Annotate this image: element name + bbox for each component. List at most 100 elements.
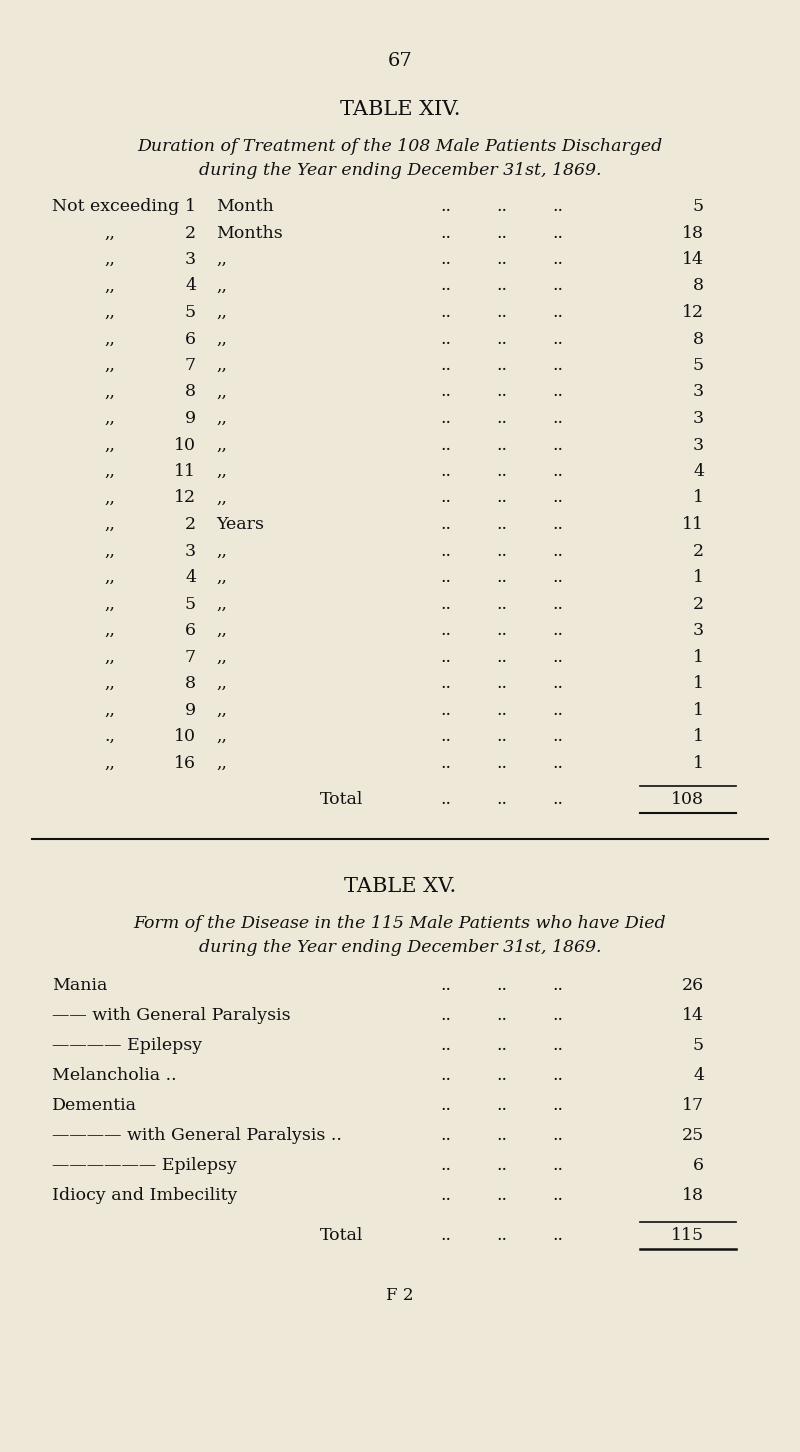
Text: ..: ..	[440, 621, 451, 639]
Text: 2: 2	[693, 543, 704, 559]
Text: 12: 12	[174, 489, 196, 507]
Text: ..: ..	[496, 277, 507, 295]
Text: 8: 8	[693, 331, 704, 347]
Text: ..: ..	[496, 977, 507, 995]
Text: ..: ..	[552, 701, 563, 719]
Text: ..: ..	[440, 1037, 451, 1054]
Text: 16: 16	[174, 755, 196, 771]
Text: ..: ..	[440, 1008, 451, 1024]
Text: ..: ..	[552, 977, 563, 995]
Text: 4: 4	[185, 569, 196, 587]
Text: 8: 8	[185, 675, 196, 693]
Text: 10: 10	[174, 727, 196, 745]
Text: ,,: ,,	[216, 569, 227, 587]
Text: ..: ..	[440, 1186, 451, 1204]
Text: ,,: ,,	[104, 437, 115, 453]
Text: 2: 2	[185, 225, 196, 241]
Text: 9: 9	[185, 409, 196, 427]
Text: ,,: ,,	[104, 569, 115, 587]
Text: 7: 7	[185, 357, 196, 375]
Text: ,,: ,,	[216, 277, 227, 295]
Text: ..: ..	[496, 437, 507, 453]
Text: ..: ..	[496, 515, 507, 533]
Text: 26: 26	[682, 977, 704, 995]
Text: 10: 10	[174, 437, 196, 453]
Text: ..: ..	[552, 357, 563, 375]
Text: ..: ..	[552, 1098, 563, 1114]
Text: ..: ..	[552, 1067, 563, 1085]
Text: ,,: ,,	[216, 251, 227, 269]
Text: ..: ..	[440, 649, 451, 665]
Text: ..: ..	[496, 251, 507, 269]
Text: ,,: ,,	[104, 701, 115, 719]
Text: 1: 1	[693, 755, 704, 771]
Text: 4: 4	[185, 277, 196, 295]
Text: ..: ..	[552, 437, 563, 453]
Text: ———— Epilepsy: ———— Epilepsy	[52, 1037, 202, 1054]
Text: ..: ..	[440, 303, 451, 321]
Text: ,,: ,,	[216, 303, 227, 321]
Text: Years: Years	[216, 515, 264, 533]
Text: ,,: ,,	[216, 437, 227, 453]
Text: ,,: ,,	[104, 675, 115, 693]
Text: ..: ..	[496, 463, 507, 481]
Text: ..: ..	[440, 1098, 451, 1114]
Text: ..: ..	[496, 357, 507, 375]
Text: ..: ..	[552, 409, 563, 427]
Text: 3: 3	[693, 383, 704, 401]
Text: ,,: ,,	[216, 595, 227, 613]
Text: ..: ..	[552, 383, 563, 401]
Text: 108: 108	[671, 791, 704, 807]
Text: 5: 5	[185, 595, 196, 613]
Text: ..: ..	[552, 791, 563, 807]
Text: 14: 14	[682, 251, 704, 269]
Text: ..: ..	[440, 277, 451, 295]
Text: ..: ..	[440, 569, 451, 587]
Text: ,,: ,,	[104, 277, 115, 295]
Text: ..: ..	[552, 225, 563, 241]
Text: ..: ..	[496, 543, 507, 559]
Text: ,,: ,,	[216, 489, 227, 507]
Text: 1: 1	[693, 569, 704, 587]
Text: ,,: ,,	[104, 755, 115, 771]
Text: ,,: ,,	[216, 357, 227, 375]
Text: F 2: F 2	[386, 1286, 414, 1304]
Text: ..: ..	[552, 621, 563, 639]
Text: ,,: ,,	[216, 543, 227, 559]
Text: 5: 5	[693, 357, 704, 375]
Text: ..: ..	[552, 595, 563, 613]
Text: ..: ..	[496, 225, 507, 241]
Text: TABLE XIV.: TABLE XIV.	[340, 100, 460, 119]
Text: ..: ..	[552, 331, 563, 347]
Text: ,,: ,,	[104, 409, 115, 427]
Text: ..: ..	[496, 1008, 507, 1024]
Text: ,,: ,,	[216, 463, 227, 481]
Text: ..: ..	[552, 1037, 563, 1054]
Text: 1: 1	[693, 649, 704, 665]
Text: ..: ..	[440, 1157, 451, 1175]
Text: 3: 3	[185, 251, 196, 269]
Text: 14: 14	[682, 1008, 704, 1024]
Text: ..: ..	[440, 331, 451, 347]
Text: ..: ..	[440, 225, 451, 241]
Text: 1: 1	[185, 197, 196, 215]
Text: ..: ..	[496, 331, 507, 347]
Text: ,,: ,,	[216, 383, 227, 401]
Text: ..: ..	[440, 1127, 451, 1144]
Text: Dementia: Dementia	[52, 1098, 137, 1114]
Text: 6: 6	[185, 621, 196, 639]
Text: ,,: ,,	[104, 303, 115, 321]
Text: 18: 18	[682, 1186, 704, 1204]
Text: ,,: ,,	[104, 463, 115, 481]
Text: 12: 12	[682, 303, 704, 321]
Text: ..: ..	[496, 1227, 507, 1244]
Text: 3: 3	[185, 543, 196, 559]
Text: ..: ..	[440, 755, 451, 771]
Text: ..: ..	[496, 1098, 507, 1114]
Text: ..: ..	[496, 755, 507, 771]
Text: Total: Total	[320, 1227, 363, 1244]
Text: 18: 18	[682, 225, 704, 241]
Text: ———— with General Paralysis ..: ———— with General Paralysis ..	[52, 1127, 342, 1144]
Text: ,,: ,,	[104, 543, 115, 559]
Text: ..: ..	[496, 649, 507, 665]
